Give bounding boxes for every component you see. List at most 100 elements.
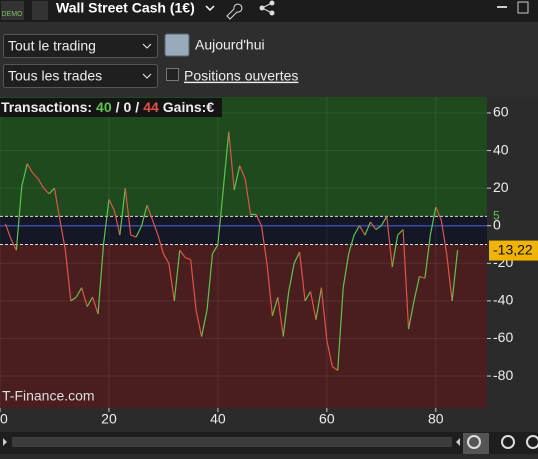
equity-segment xyxy=(86,296,94,307)
equity-segment xyxy=(222,131,230,189)
x-tick-label: 80 xyxy=(428,411,444,427)
summary: Transactions: 40/0/44 Gains:€ xyxy=(1,99,214,115)
equity-segment xyxy=(228,131,235,191)
y-tick-label: -60 xyxy=(493,329,513,345)
summary-sep2: / xyxy=(135,99,139,115)
scroll-left[interactable] xyxy=(3,438,7,446)
equity-segment xyxy=(293,251,301,264)
equity-segment xyxy=(141,204,148,226)
equity-segment xyxy=(380,216,388,227)
equity-segment xyxy=(37,178,45,189)
equity-segment xyxy=(288,263,295,292)
demo-badge[interactable] xyxy=(1,1,24,20)
zoom-out[interactable] xyxy=(501,435,515,449)
equity-segment xyxy=(282,291,290,337)
bottom-axis xyxy=(0,408,538,432)
scope-select[interactable] xyxy=(3,34,158,58)
equity-segment xyxy=(451,250,459,301)
summary-sep1: / xyxy=(116,99,120,115)
equity-segment xyxy=(43,187,50,195)
equity-segment xyxy=(353,225,361,236)
scope-text: Tout le trading xyxy=(8,38,96,54)
equity-segment xyxy=(26,163,34,174)
equity-segment xyxy=(92,296,99,315)
x-tick-label: 20 xyxy=(101,411,117,427)
share-icon[interactable] xyxy=(259,0,275,16)
equity-segment xyxy=(32,172,39,180)
equity-segment xyxy=(75,287,83,298)
equity-segment xyxy=(315,287,322,320)
equity-segment xyxy=(440,219,448,255)
instrument-arrow xyxy=(205,5,215,12)
threshold-label: 5 xyxy=(493,208,500,222)
equity-segment xyxy=(320,287,328,341)
equity-segment xyxy=(151,219,159,236)
equity-segment xyxy=(375,225,382,230)
calendar-icon[interactable] xyxy=(164,33,190,57)
equity-segment xyxy=(435,206,442,221)
equity-segment xyxy=(364,221,371,236)
neutral-zone xyxy=(0,216,487,245)
equity-segment xyxy=(168,263,175,301)
y-tick-label: 40 xyxy=(493,141,509,157)
scroll-right[interactable] xyxy=(456,438,460,446)
y-tick-label: -40 xyxy=(493,292,513,308)
equity-segment xyxy=(81,287,88,307)
x-tick-label: 60 xyxy=(319,411,335,427)
equity-segment xyxy=(266,263,273,316)
open-positions-text[interactable]: Positions ouvertes xyxy=(184,68,298,84)
maximize[interactable] xyxy=(517,1,529,14)
equity-segment xyxy=(200,310,208,337)
equity-segment xyxy=(244,178,252,215)
equity-segment xyxy=(271,296,279,317)
equity-segment xyxy=(217,188,224,245)
y-tick-label: 20 xyxy=(493,179,509,195)
equity-segment xyxy=(402,229,410,330)
scrollbar[interactable] xyxy=(12,437,452,447)
loss-zone xyxy=(0,244,487,408)
instrument[interactable]: Wall Street Cash (1€) xyxy=(56,0,195,16)
equity-segment xyxy=(10,238,17,251)
y-tick-label: 60 xyxy=(493,104,509,120)
equity-segment xyxy=(255,214,263,226)
equity-segment xyxy=(157,234,164,255)
select-arrow xyxy=(142,73,152,79)
last-value-box xyxy=(489,240,538,261)
equity-segment xyxy=(304,291,312,302)
equity-segment xyxy=(342,253,350,288)
summary-bg xyxy=(0,98,222,117)
equity-segment xyxy=(70,296,77,302)
zoom-in[interactable] xyxy=(526,435,538,449)
equity-segment xyxy=(446,253,453,301)
x-tick-label: 40 xyxy=(210,411,226,427)
plot: T-Finance.com Transactions: 40/0/44 Gains:€ xyxy=(0,97,487,408)
y-tick-label: -80 xyxy=(493,367,513,383)
watermark: T-Finance.com xyxy=(2,388,95,404)
summary-neutral: 0 xyxy=(124,99,132,115)
equity-segment xyxy=(419,275,426,279)
equity-segment xyxy=(331,366,339,371)
equity-segment xyxy=(130,234,137,238)
equity-segment xyxy=(102,199,110,245)
menu-button[interactable] xyxy=(32,1,48,20)
equity-segment xyxy=(15,186,23,251)
equity-segment xyxy=(124,188,132,236)
equity-segment xyxy=(386,216,393,268)
period-text[interactable]: Aujourd'hui xyxy=(195,37,265,53)
equity-segment xyxy=(429,206,437,236)
tool-icon[interactable] xyxy=(226,3,243,20)
summary-winners: 40 xyxy=(96,99,112,115)
zoom-fit-icon xyxy=(467,435,481,449)
equity-segment xyxy=(309,291,317,320)
equity-segment xyxy=(407,300,415,330)
equity-segment xyxy=(59,219,66,251)
equity-segment xyxy=(195,310,203,337)
trades-select[interactable] xyxy=(3,64,158,88)
equity-segment xyxy=(53,188,61,221)
equity-segment xyxy=(424,235,431,279)
open-positions-checkbox[interactable] xyxy=(166,68,179,81)
minimize[interactable] xyxy=(497,6,507,8)
equity-segment xyxy=(190,259,197,311)
summary-losers: 44 xyxy=(143,99,159,115)
equity-segment xyxy=(233,165,241,191)
